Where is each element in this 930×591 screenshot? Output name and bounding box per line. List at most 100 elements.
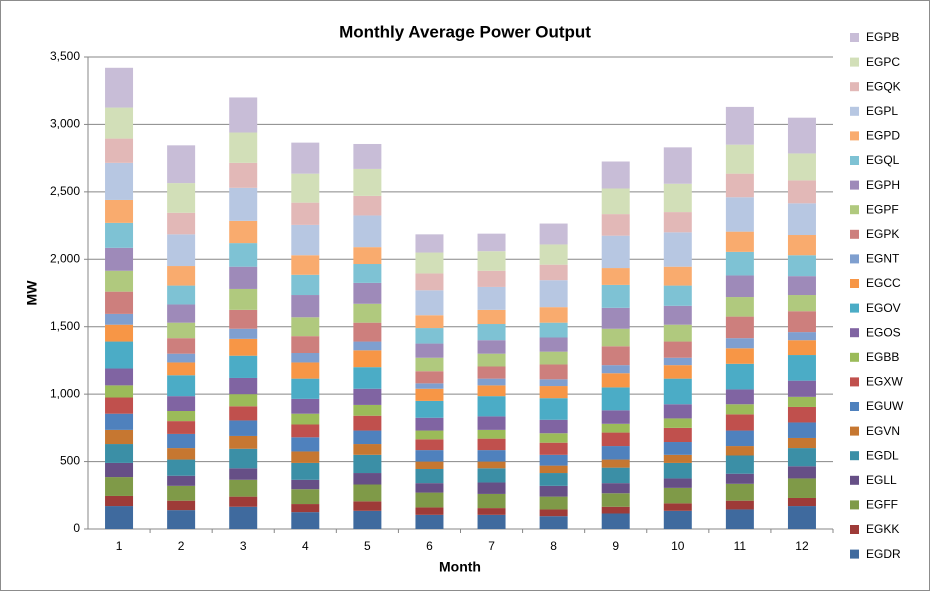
bar-segment bbox=[725, 430, 754, 447]
legend-label: EGQK bbox=[866, 79, 901, 93]
bar-segment bbox=[601, 307, 630, 329]
x-axis-title: Month bbox=[439, 559, 481, 575]
bar-segment bbox=[787, 180, 816, 204]
bar-segment bbox=[353, 415, 382, 431]
bar-segment bbox=[167, 375, 196, 397]
bar-segment bbox=[229, 506, 258, 529]
bar-segment bbox=[105, 67, 134, 108]
legend-swatch bbox=[850, 451, 859, 461]
bar-segment bbox=[477, 468, 506, 483]
bar-segment bbox=[725, 348, 754, 364]
bar-segment bbox=[291, 437, 320, 452]
bar-segment bbox=[787, 153, 816, 181]
bar-segment bbox=[353, 444, 382, 455]
bar-segment bbox=[787, 203, 816, 236]
bar-segment bbox=[477, 482, 506, 494]
bar-segment bbox=[353, 367, 382, 389]
bar-segment bbox=[167, 338, 196, 354]
bar-segment bbox=[353, 473, 382, 485]
bar-segment bbox=[229, 97, 258, 133]
bar-segment bbox=[167, 304, 196, 323]
bar-segment bbox=[601, 506, 630, 514]
bar-segment bbox=[601, 483, 630, 494]
bar-segment bbox=[229, 355, 258, 378]
legend-label: EGOV bbox=[866, 301, 901, 315]
bar-segment bbox=[353, 430, 382, 445]
bar-segment bbox=[229, 288, 258, 310]
legend-label: EGPB bbox=[866, 30, 899, 44]
bar-segment bbox=[725, 297, 754, 317]
bar-segment bbox=[105, 462, 134, 478]
bar-segment bbox=[787, 466, 816, 479]
bar-segment bbox=[291, 451, 320, 463]
bar-segment bbox=[167, 421, 196, 434]
legend-label: EGBB bbox=[866, 350, 899, 364]
bar-segment bbox=[663, 357, 692, 366]
legend-label: EGQL bbox=[866, 153, 900, 167]
bar-segment bbox=[291, 398, 320, 414]
bar-segment bbox=[415, 273, 444, 291]
bar-segment bbox=[291, 362, 320, 379]
bar-segment bbox=[477, 340, 506, 354]
legend-swatch bbox=[850, 328, 859, 338]
bar-segment bbox=[167, 362, 196, 376]
bar-segment bbox=[539, 264, 568, 281]
bar-segment bbox=[601, 432, 630, 447]
bar-segment bbox=[477, 251, 506, 271]
bar-segment bbox=[353, 168, 382, 196]
bar-segment bbox=[787, 295, 816, 312]
x-tick-label: 12 bbox=[795, 539, 809, 553]
bar-segment bbox=[291, 489, 320, 505]
x-tick-label: 8 bbox=[550, 539, 557, 553]
x-tick-label: 3 bbox=[240, 539, 247, 553]
bar-segment bbox=[663, 478, 692, 488]
bar-segment bbox=[477, 353, 506, 367]
bar-segment bbox=[539, 442, 568, 455]
bar-segment bbox=[105, 247, 134, 271]
bar-segment bbox=[415, 290, 444, 316]
bar-segment bbox=[663, 378, 692, 405]
bar-segment bbox=[725, 389, 754, 405]
bar-segment bbox=[601, 459, 630, 468]
bar-segment bbox=[477, 396, 506, 417]
bar-segment bbox=[725, 473, 754, 484]
bar-segment bbox=[291, 479, 320, 490]
bar-segment bbox=[725, 231, 754, 252]
bar-segment bbox=[415, 343, 444, 358]
bar-segment bbox=[167, 234, 196, 267]
bar-segment bbox=[787, 276, 816, 296]
bar-segment bbox=[601, 493, 630, 507]
bar-segment bbox=[539, 485, 568, 497]
bar-segment bbox=[167, 411, 196, 422]
bar-segment bbox=[229, 496, 258, 507]
bar-segment bbox=[787, 437, 816, 449]
legend-label: EGLL bbox=[866, 473, 897, 487]
bar-segment bbox=[229, 468, 258, 480]
bar-segment bbox=[663, 510, 692, 529]
bar-segment bbox=[415, 383, 444, 389]
bar-segment bbox=[539, 465, 568, 474]
bar-segment bbox=[477, 378, 506, 386]
legend-swatch bbox=[850, 303, 859, 313]
bar-segment bbox=[229, 435, 258, 449]
bar-segment bbox=[105, 313, 134, 325]
x-tick-label: 11 bbox=[734, 539, 747, 553]
bar-segment bbox=[725, 509, 754, 529]
x-tick-label: 1 bbox=[116, 539, 123, 553]
bar-segment bbox=[787, 117, 816, 154]
bar-segment bbox=[105, 162, 134, 200]
bar-segment bbox=[415, 461, 444, 469]
legend-swatch bbox=[850, 279, 859, 288]
bar-segment bbox=[415, 439, 444, 451]
y-tick-label: 1,000 bbox=[50, 386, 80, 400]
bar-segment bbox=[229, 243, 258, 267]
legend-swatch bbox=[850, 131, 859, 141]
legend-swatch bbox=[850, 33, 859, 42]
bar-segment bbox=[105, 107, 134, 139]
y-tick-label: 2,500 bbox=[50, 184, 80, 198]
bar-segment bbox=[229, 406, 258, 421]
legend-swatch bbox=[850, 377, 859, 387]
